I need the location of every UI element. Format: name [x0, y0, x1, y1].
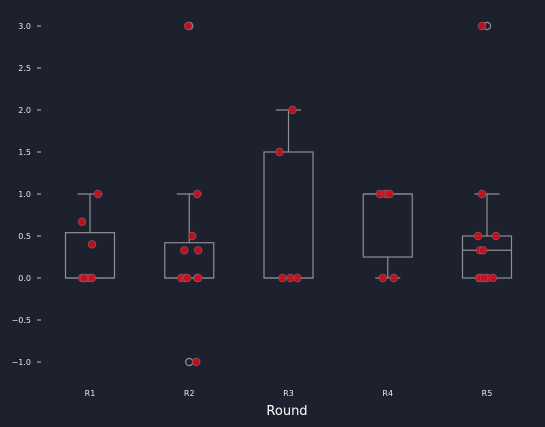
data-point — [184, 21, 193, 31]
points-r5 — [473, 21, 501, 283]
y-axis: −1.0 −0.5 0.0 0.5 1.0 1.5 2.0 2.5 3.0 — [12, 22, 41, 367]
data-point — [478, 246, 488, 255]
x-axis: R1 R2 R3 R4 R5 — [85, 389, 493, 398]
data-point — [180, 246, 189, 255]
points-r3 — [275, 105, 302, 283]
box-r1 — [64, 193, 116, 279]
x-tick-label: R3 — [283, 389, 294, 398]
data-point — [389, 273, 398, 283]
y-tick-label: −0.5 — [12, 316, 31, 325]
data-point — [278, 273, 287, 283]
y-tick-label: 2.0 — [18, 106, 31, 115]
y-tick-label: 3.0 — [18, 22, 31, 31]
box-body — [461, 235, 513, 279]
points-r4 — [375, 189, 398, 283]
box-body — [64, 232, 116, 279]
box-body — [263, 151, 314, 279]
data-point — [378, 273, 387, 283]
data-point — [286, 273, 295, 283]
points-r1 — [77, 189, 103, 283]
data-point — [293, 273, 302, 283]
x-axis-title: Round — [266, 404, 307, 419]
data-point — [193, 273, 203, 283]
data-point — [491, 231, 501, 241]
data-point — [183, 273, 192, 283]
data-point — [87, 240, 97, 249]
box-r2 — [164, 21, 215, 367]
data-point — [192, 189, 202, 199]
box-plot-boxes — [64, 21, 513, 367]
x-tick-label: R5 — [482, 389, 493, 398]
data-point — [275, 147, 284, 157]
data-point — [488, 273, 498, 283]
y-tick-label: 0.0 — [18, 274, 31, 283]
data-point — [477, 189, 487, 199]
data-point — [188, 231, 197, 241]
box-r5 — [461, 21, 513, 279]
box-r4 — [362, 193, 413, 279]
x-tick-label: R2 — [184, 389, 195, 398]
data-point — [193, 246, 203, 255]
outlier-marker — [185, 357, 194, 367]
data-point — [473, 231, 483, 241]
data-point — [93, 189, 103, 199]
data-point — [191, 357, 201, 367]
y-tick-label: 0.5 — [18, 232, 31, 241]
y-tick-label: −1.0 — [12, 358, 31, 367]
points-r2 — [177, 21, 203, 367]
strip-points — [77, 21, 501, 367]
x-tick-label: R4 — [382, 389, 393, 398]
data-point — [477, 21, 487, 31]
y-tick-label: 1.5 — [18, 148, 31, 157]
data-point — [87, 273, 97, 283]
box-body — [362, 193, 413, 258]
data-point — [288, 105, 297, 115]
y-tick-label: 2.5 — [18, 64, 31, 73]
data-point — [385, 189, 394, 199]
data-point — [479, 273, 489, 283]
data-point — [77, 217, 87, 226]
x-tick-label: R1 — [85, 389, 96, 398]
y-tick-label: 1.0 — [18, 190, 31, 199]
data-point — [79, 273, 89, 283]
box-r3 — [263, 109, 314, 279]
box-body — [164, 242, 215, 279]
